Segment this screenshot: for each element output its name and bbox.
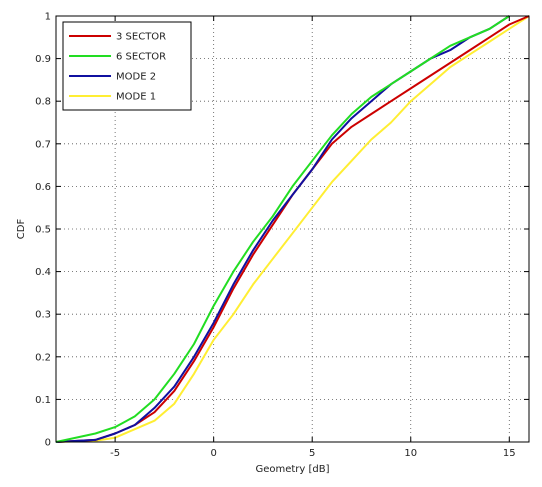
- x-tick-label: 15: [503, 448, 516, 459]
- legend-label: MODE 1: [116, 92, 156, 103]
- x-tick-label: -5: [110, 448, 120, 459]
- y-tick-label: 0.7: [35, 139, 51, 150]
- legend-label: 3 SECTOR: [116, 32, 166, 43]
- x-axis-title: Geometry [dB]: [255, 464, 329, 475]
- ticks: [56, 15, 529, 443]
- x-tick-label: 5: [309, 448, 315, 459]
- y-tick-label: 1: [45, 12, 51, 23]
- tick-labels: -5 0 5 10 15 0 0.1 0.2 0.3 0.4 0.5 0.6 0.7 0.8 0.9 1: [35, 12, 516, 460]
- y-tick-label: 0.1: [35, 395, 51, 406]
- y-tick-label: 0: [45, 438, 51, 449]
- x-tick-label: 10: [404, 448, 417, 459]
- legend-label: 6 SECTOR: [116, 52, 166, 63]
- y-tick-label: 0.2: [35, 352, 51, 363]
- y-tick-label: 0.4: [35, 267, 51, 278]
- series-line-6-sector: [55, 15, 510, 443]
- series-layer: [55, 15, 530, 443]
- y-axis-title: CDF: [16, 219, 27, 240]
- y-tick-label: 0.9: [35, 54, 51, 65]
- series-line-mode-2: [55, 15, 510, 443]
- x-tick-label: 0: [210, 448, 216, 459]
- series-line-mode-1: [55, 15, 530, 443]
- legend: 3 SECTOR 6 SECTOR MODE 2 MODE 1: [62, 21, 192, 111]
- y-tick-label: 0.8: [35, 97, 51, 108]
- y-tick-label: 0.6: [35, 182, 51, 193]
- y-tick-label: 0.5: [35, 225, 51, 236]
- legend-label: MODE 2: [116, 72, 156, 83]
- y-tick-label: 0.3: [35, 310, 51, 321]
